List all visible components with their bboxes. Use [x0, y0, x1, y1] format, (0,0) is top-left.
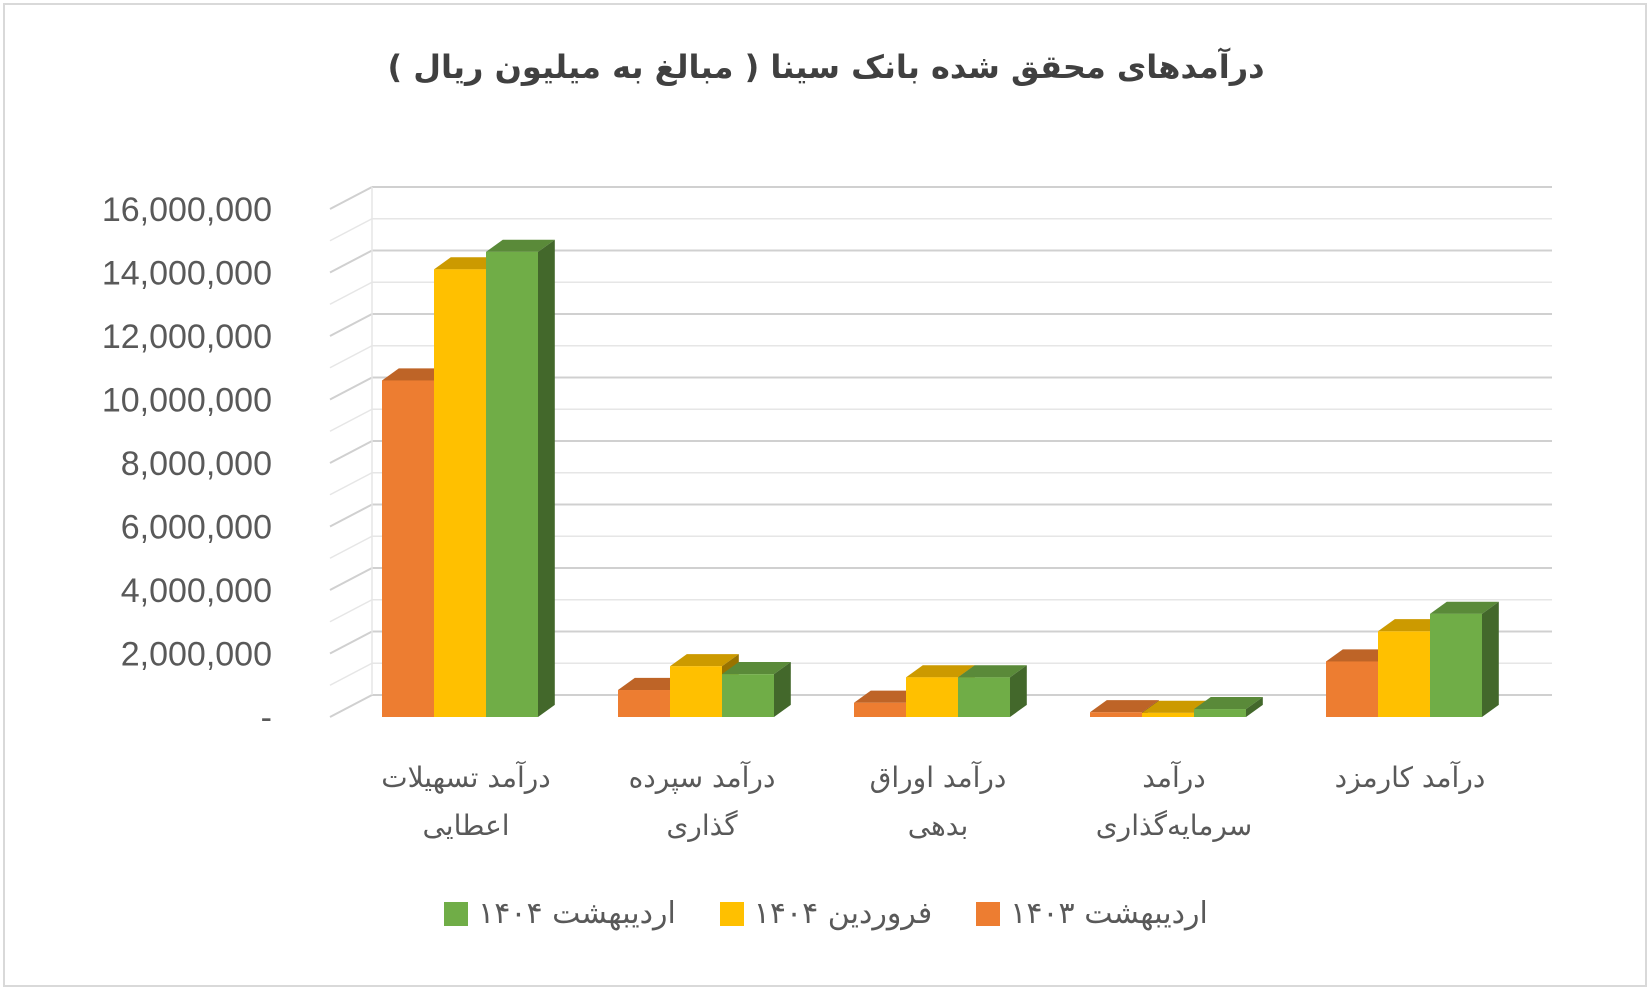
bar-front — [1326, 661, 1378, 717]
chart-title: درآمدهای محقق شده بانک سینا ( مبالغ به م… — [387, 48, 1265, 86]
y-tick-label: 16,000,000 — [102, 191, 272, 229]
gridline-side — [329, 694, 373, 718]
gridline-side — [329, 345, 373, 369]
bar-front — [958, 677, 1010, 717]
chart-frame — [3, 3, 1647, 987]
legend-label: فروردین ۱۴۰۴ — [753, 896, 933, 931]
bar — [958, 665, 1027, 717]
bar-top — [670, 654, 739, 667]
bar-top — [1194, 696, 1263, 710]
bar-front — [486, 251, 538, 718]
bar-front — [906, 677, 958, 717]
legend-item: اردیبهشت ۱۴۰۳ — [976, 896, 1208, 931]
bar — [722, 662, 791, 717]
x-category-label: گذاری — [666, 809, 738, 842]
bar-top — [854, 690, 923, 703]
gridline-side — [329, 662, 373, 686]
bar-top — [958, 665, 1027, 678]
bar-top — [486, 239, 555, 252]
y-tick-label: 10,000,000 — [102, 382, 272, 420]
gridline-side — [329, 567, 373, 591]
legend-swatch — [444, 901, 469, 926]
gridline-side — [329, 535, 373, 559]
gridline-side — [329, 503, 373, 528]
legend-item: اردیبهشت ۱۴۰۴ — [444, 896, 676, 931]
x-category-label: درآمد اوراق — [870, 761, 1007, 794]
bar-front — [618, 690, 670, 717]
bar — [486, 239, 555, 718]
bar-front — [1090, 712, 1142, 717]
bar-front — [1194, 709, 1246, 717]
bar-top — [722, 662, 791, 675]
bar — [1430, 601, 1499, 717]
gridline-side — [329, 313, 373, 337]
gridline-side — [329, 472, 373, 496]
gridline-side — [329, 186, 373, 210]
bar-front — [1430, 613, 1482, 717]
legend-label: اردیبهشت ۱۴۰۳ — [1010, 896, 1208, 931]
bar-top — [1090, 700, 1159, 713]
bars — [382, 239, 1499, 718]
legend-swatch — [719, 901, 744, 926]
y-tick-label: 14,000,000 — [102, 255, 272, 293]
x-category-label: بدهی — [908, 809, 969, 842]
gridline-side — [329, 408, 373, 432]
gridline-side — [329, 281, 373, 305]
x-category-label: اعطایی — [422, 809, 509, 842]
bar-front — [670, 666, 722, 717]
x-axis-categories: درآمد تسهیلات اعطایی درآمد سپرده گذاری درآمد… — [381, 761, 1485, 842]
gridline-side — [329, 376, 373, 401]
y-tick-label: 4,000,000 — [121, 572, 272, 610]
legend-label: اردیبهشت ۱۴۰۴ — [478, 896, 676, 931]
bar-top — [382, 368, 451, 381]
bar-front — [854, 702, 906, 717]
bar-side — [538, 239, 555, 717]
gridline-side — [329, 249, 373, 274]
x-category-label: درآمد سپرده — [629, 761, 776, 794]
bar-top — [906, 665, 975, 678]
bar-side — [1246, 696, 1263, 717]
y-tick-label: 12,000,000 — [102, 318, 272, 356]
bar-front — [1378, 631, 1430, 717]
bar-front — [382, 380, 434, 717]
x-category-label: سرمایه‌گذاری — [1096, 809, 1253, 842]
gridline-side — [329, 218, 373, 242]
y-tick-label: 8,000,000 — [121, 445, 272, 483]
bar-front — [434, 269, 486, 717]
y-axis-ticks: - 2,000,000 4,000,000 6,000,000 8,000,000 10,… — [102, 191, 272, 737]
bar-top — [1430, 601, 1499, 614]
bar-side — [1010, 665, 1027, 717]
x-category-label: درآمد — [1142, 761, 1205, 794]
gridline-side — [329, 599, 373, 623]
legend-item: فروردین ۱۴۰۴ — [719, 896, 933, 931]
bar-front — [1142, 712, 1194, 717]
bar-top — [1326, 649, 1395, 662]
bar-top — [618, 677, 687, 691]
bar-front — [722, 674, 774, 717]
bar — [1194, 696, 1263, 717]
legend: اردیبهشت ۱۴۰۳ فروردین ۱۴۰۴ اردیبهشت ۱۴۰۴ — [0, 896, 1652, 931]
x-category-label: درآمد تسهیلات — [381, 761, 551, 794]
gridline-side — [329, 630, 373, 655]
bar-top — [1378, 619, 1447, 632]
y-tick-label: 6,000,000 — [121, 509, 272, 547]
x-category-label: درآمد کارمزد — [1335, 761, 1486, 794]
gridline-side — [329, 440, 373, 464]
bar-top — [434, 257, 503, 270]
bar-top — [1142, 700, 1211, 713]
bar-side — [1482, 601, 1499, 717]
y-tick-label: - — [261, 699, 272, 737]
legend-swatch — [976, 901, 1001, 926]
y-tick-label: 2,000,000 — [121, 636, 272, 674]
bar-side — [774, 662, 791, 717]
